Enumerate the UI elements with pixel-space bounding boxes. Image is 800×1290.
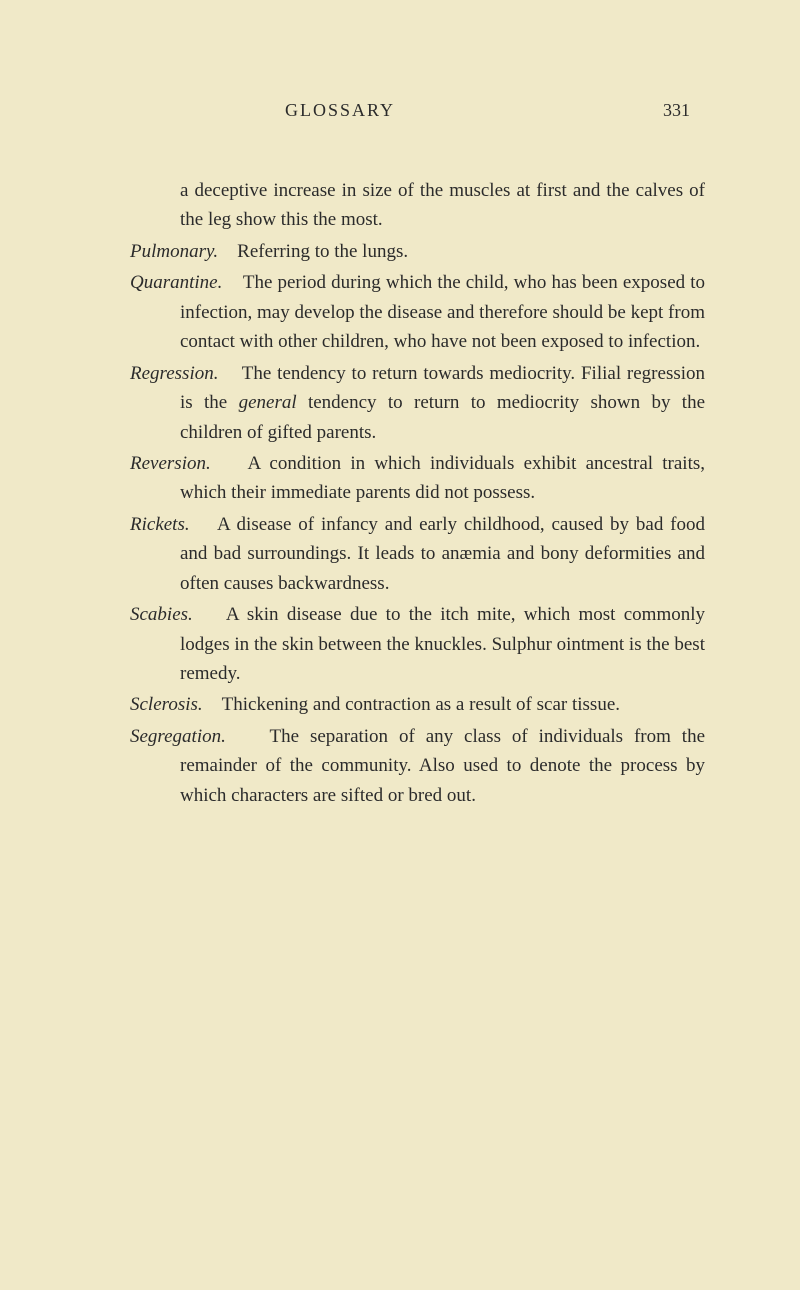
glossary-entry-quarantine: Quarantine. The period during which the … [130,268,705,356]
continuation-content: a deceptive increase in size of the musc… [180,180,705,230]
term-reversion: Reversion. [130,453,211,474]
glossary-entry-segregation: Segregation. The separation of any class… [130,722,705,810]
continuation-text: a deceptive increase in size of the musc… [130,176,705,235]
glossary-content: a deceptive increase in size of the musc… [130,176,705,810]
glossary-entry-sclerosis: Sclerosis. Thickening and contraction as… [130,690,705,719]
definition-segregation: The separation of any class of individua… [180,726,705,806]
term-rickets: Rickets. [130,514,190,535]
definition-sclerosis: Thickening and contraction as a result o… [207,694,620,715]
glossary-entry-reversion: Reversion. A condition in which individu… [130,449,705,508]
term-quarantine: Quarantine. [130,272,222,293]
definition-pulmonary: Referring to the lungs. [223,241,408,262]
definition-regression: The tendency to return towards mediocrit… [180,363,705,443]
term-segregation: Segregation. [130,726,226,747]
term-scabies: Scabies. [130,604,193,625]
term-regression: Regression. [130,363,218,384]
page-number: 331 [663,100,690,121]
header-title: GLOSSARY [285,100,395,121]
definition-reversion: A condition in which individuals exhibit… [180,453,705,503]
glossary-entry-regression: Regression. The tendency to return towar… [130,359,705,447]
page-header: GLOSSARY 331 [130,100,705,121]
term-pulmonary: Pulmonary. [130,241,218,262]
definition-quarantine: The period during which the child, who h… [180,272,705,352]
term-sclerosis: Sclerosis. [130,694,203,715]
glossary-entry-rickets: Rickets. A disease of infancy and early … [130,510,705,598]
definition-scabies: A skin disease due to the itch mite, whi… [180,604,705,684]
glossary-entry-scabies: Scabies. A skin disease due to the itch … [130,600,705,688]
definition-rickets: A disease of infancy and early childhood… [180,514,705,594]
glossary-entry-pulmonary: Pulmonary. Referring to the lungs. [130,237,705,266]
